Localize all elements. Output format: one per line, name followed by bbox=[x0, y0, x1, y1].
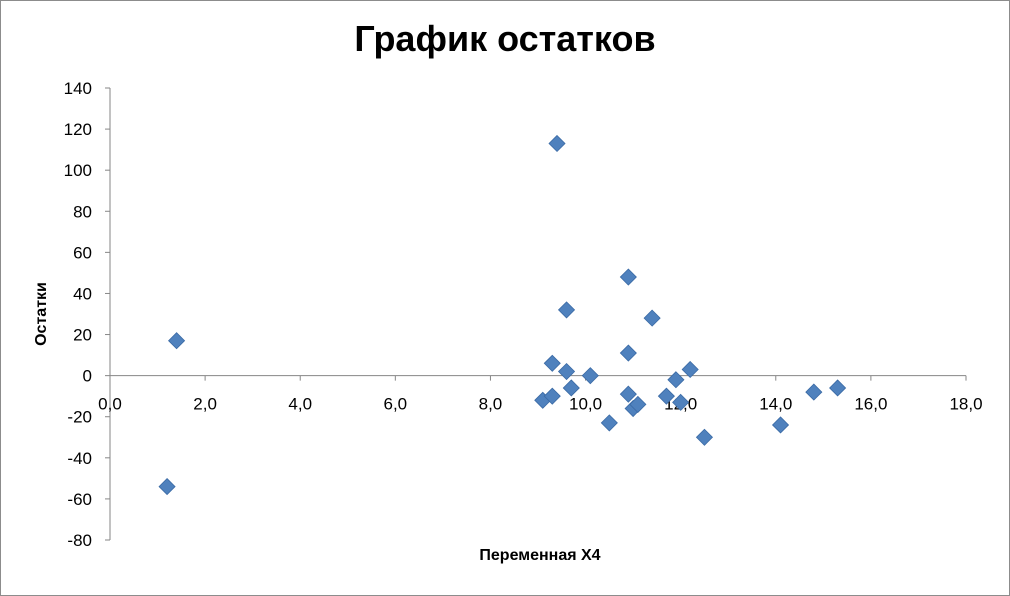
y-tick-label: 60 bbox=[73, 243, 92, 262]
y-tick-label: 40 bbox=[73, 284, 92, 303]
data-point bbox=[657, 387, 675, 405]
data-point bbox=[619, 385, 637, 403]
data-point bbox=[695, 428, 714, 446]
data-point bbox=[643, 309, 661, 327]
data-point bbox=[562, 379, 580, 397]
data-point bbox=[681, 360, 699, 379]
y-tick-label: -40 bbox=[67, 449, 92, 468]
data-point bbox=[829, 379, 847, 397]
data-point bbox=[667, 371, 685, 389]
chart-title: График остатков bbox=[354, 18, 656, 59]
data-point bbox=[771, 416, 790, 434]
y-tick-label: -60 bbox=[67, 490, 92, 509]
data-point bbox=[158, 478, 176, 496]
y-tick-label: 20 bbox=[73, 326, 92, 345]
x-tick-label: 10,0 bbox=[569, 395, 602, 414]
x-tick-label: 18,0 bbox=[949, 395, 982, 414]
y-tick-label: 80 bbox=[73, 202, 92, 221]
y-tick-label: -20 bbox=[67, 408, 92, 427]
x-tick-label: 6,0 bbox=[384, 395, 408, 414]
x-tick-label: 8,0 bbox=[479, 395, 503, 414]
data-point bbox=[557, 301, 576, 319]
data-point bbox=[600, 414, 618, 432]
x-tick-label: 2,0 bbox=[193, 395, 217, 414]
x-tick-label: 14,0 bbox=[759, 395, 792, 414]
data-point bbox=[543, 387, 561, 405]
y-tick-label: 0 bbox=[83, 367, 92, 386]
data-point bbox=[581, 367, 599, 385]
y-tick-label: -80 bbox=[67, 531, 92, 550]
data-point bbox=[168, 332, 186, 350]
y-tick-label: 120 bbox=[64, 120, 92, 139]
y-tick-label: 140 bbox=[64, 79, 92, 98]
data-point bbox=[629, 395, 647, 413]
data-point bbox=[619, 268, 637, 286]
data-point bbox=[548, 134, 566, 153]
x-tick-label: 0,0 bbox=[98, 395, 122, 414]
data-point bbox=[672, 393, 690, 411]
data-point bbox=[543, 354, 561, 372]
y-axis-label: Остатки bbox=[33, 282, 50, 346]
y-tick-label: 100 bbox=[64, 161, 92, 180]
x-tick-label: 4,0 bbox=[288, 395, 312, 414]
data-point bbox=[557, 362, 576, 381]
data-point bbox=[619, 344, 637, 362]
x-axis-label: Переменная X4 bbox=[479, 547, 601, 564]
data-point bbox=[805, 383, 823, 401]
x-tick-label: 16,0 bbox=[854, 395, 887, 414]
